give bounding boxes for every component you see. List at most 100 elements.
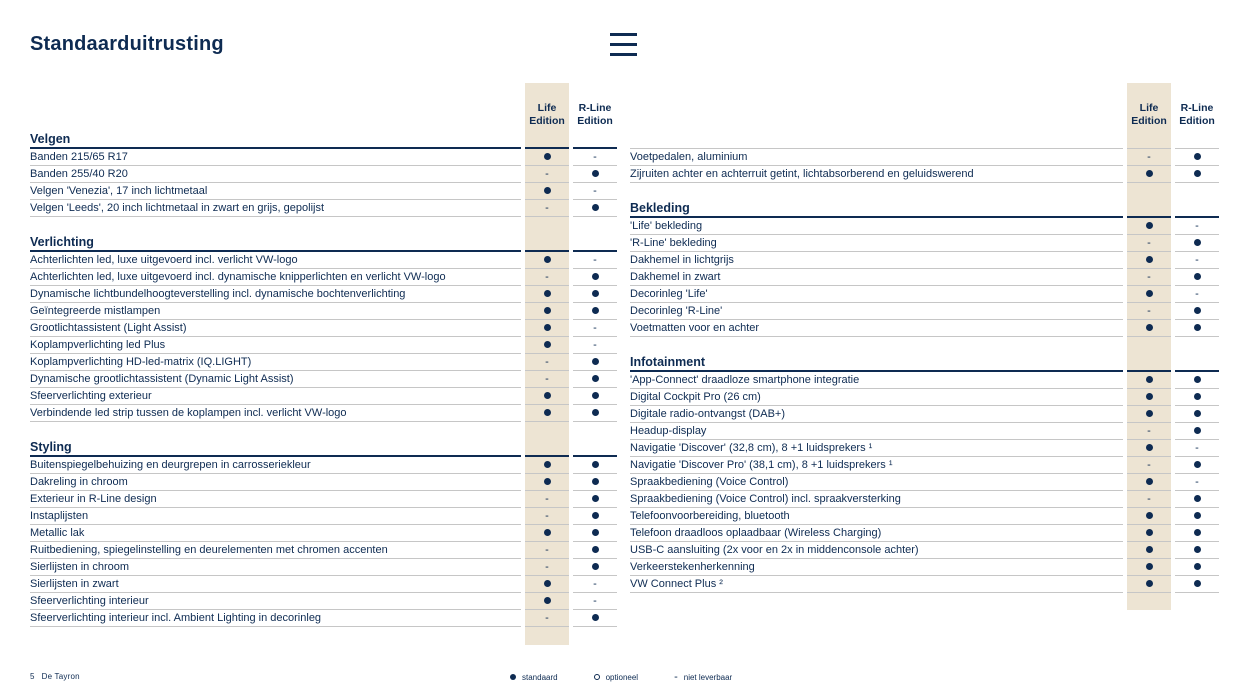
rline-edition-value [573, 388, 617, 405]
life-edition-value: - [525, 269, 569, 286]
standard-dot-icon [591, 613, 599, 621]
standard-dot-icon [1193, 272, 1201, 280]
not-available-dash-icon: - [593, 185, 597, 197]
table-row: Dynamische lichtbundelhoogteverstelling … [30, 286, 617, 303]
life-edition-value [525, 303, 569, 320]
table-row: Koplampverlichting HD-led-matrix (IQ.LIG… [30, 354, 617, 371]
rline-edition-value [573, 474, 617, 491]
section-header-row: Bekleding [630, 201, 1219, 218]
feature-label: Digital Cockpit Pro (26 cm) [630, 389, 1123, 406]
standard-dot-icon [591, 306, 599, 314]
feature-label: Achterlichten led, luxe uitgevoerd incl.… [30, 269, 521, 286]
table-row: Dakhemel in lichtgrijs - [630, 252, 1219, 269]
feature-label: Headup-display [630, 423, 1123, 440]
table-row: Verkeerstekenherkenning [630, 559, 1219, 576]
feature-label: Banden 255/40 R20 [30, 166, 521, 183]
not-available-dash-icon: - [545, 544, 549, 556]
life-edition-value [525, 525, 569, 542]
life-edition-value [1127, 406, 1171, 423]
not-available-dash-icon: - [545, 612, 549, 624]
table-row: Velgen 'Venezia', 17 inch lichtmetaal - [30, 183, 617, 200]
feature-label: Verbindende led strip tussen de koplampe… [30, 405, 521, 422]
life-edition-value [525, 457, 569, 474]
feature-label: Voetpedalen, aluminium [630, 149, 1123, 166]
column-header-rline-edition: R-Line Edition [577, 101, 613, 127]
section-title: Bekleding [630, 201, 1123, 218]
feature-label: Navigatie 'Discover' (32,8 cm), 8 +1 lui… [630, 440, 1123, 457]
equipment-tables: Life Edition R-Line Edition Velgen Banden… [30, 83, 1219, 645]
legend-label: niet leverbaar [683, 672, 733, 682]
standard-dot-icon [1145, 545, 1153, 553]
equipment-section: Infotainment 'App-Connect' draadloze smar… [630, 355, 1219, 593]
rline-edition-value [1175, 320, 1219, 337]
standard-dot-icon [1145, 579, 1153, 587]
rline-edition-value [573, 559, 617, 576]
rline-edition-value: - [573, 252, 617, 269]
feature-label: Sfeerverlichting interieur incl. Ambient… [30, 610, 521, 627]
life-edition-value: - [1127, 423, 1171, 440]
life-edition-value: - [1127, 491, 1171, 508]
rline-edition-value: - [573, 593, 617, 610]
life-edition-value [525, 593, 569, 610]
menu-bar [610, 33, 637, 36]
life-edition-value [1127, 320, 1171, 337]
section-header-row: Styling [30, 440, 617, 457]
standard-dot-icon [1145, 392, 1153, 400]
rline-edition-value [1175, 542, 1219, 559]
standard-dot-icon [1193, 306, 1201, 314]
not-available-dash-icon: - [593, 254, 597, 266]
hamburger-menu-icon[interactable] [610, 31, 637, 56]
not-available-dash-icon: - [545, 202, 549, 214]
equipment-section: Voetpedalen, aluminium - Zijruiten achter … [630, 132, 1219, 183]
table-row: Geïntegreerde mistlampen [30, 303, 617, 320]
standard-dot-icon [1193, 579, 1201, 587]
life-edition-value [525, 252, 569, 269]
feature-label: Exterieur in R-Line design [30, 491, 521, 508]
standard-dot-icon [591, 391, 599, 399]
rline-edition-value [1175, 457, 1219, 474]
table-row: 'App-Connect' draadloze smartphone integ… [630, 372, 1219, 389]
rline-edition-value [573, 457, 617, 474]
standard-dot-icon [1145, 477, 1153, 485]
feature-label: Dakhemel in zwart [630, 269, 1123, 286]
life-edition-value: - [525, 610, 569, 627]
feature-label: Sfeerverlichting interieur [30, 593, 521, 610]
not-available-dash-icon: - [1147, 237, 1151, 249]
standard-dot-icon [591, 203, 599, 211]
section-header-row: Velgen [30, 132, 617, 149]
document-title: De Tayron [41, 672, 80, 681]
rline-edition-value: - [1175, 252, 1219, 269]
life-edition-value [1127, 286, 1171, 303]
legend-label: optioneel [605, 672, 639, 682]
life-edition-value: - [525, 559, 569, 576]
life-edition-value: - [1127, 457, 1171, 474]
column-header-life-edition: Life Edition [529, 101, 565, 127]
life-edition-value [1127, 218, 1171, 235]
life-edition-value [1127, 252, 1171, 269]
table-row: Zijruiten achter en achterruit getint, l… [630, 166, 1219, 183]
standard-dot-icon [1193, 426, 1201, 434]
standard-dot-icon [591, 408, 599, 416]
not-available-dash-icon: - [1147, 459, 1151, 471]
life-edition-value [1127, 372, 1171, 389]
rline-edition-value [1175, 303, 1219, 320]
life-edition-value [1127, 559, 1171, 576]
rline-edition-value [1175, 372, 1219, 389]
life-edition-value: - [525, 200, 569, 217]
standard-dot-icon [1193, 169, 1201, 177]
table-row: Grootlichtassistent (Light Assist) - [30, 320, 617, 337]
standard-dot-icon [543, 391, 551, 399]
rline-edition-value: - [573, 576, 617, 593]
rline-edition-value [1175, 269, 1219, 286]
rline-edition-value [1175, 389, 1219, 406]
table-row: Sfeerverlichting interieur incl. Ambient… [30, 610, 617, 627]
life-edition-value: - [1127, 149, 1171, 166]
feature-label: VW Connect Plus ² [630, 576, 1123, 593]
section-title: Velgen [30, 132, 521, 149]
standard-dot-icon [543, 596, 551, 604]
table-row: Spraakbediening (Voice Control) - [630, 474, 1219, 491]
life-edition-value: - [525, 542, 569, 559]
standard-dot-icon [591, 511, 599, 519]
feature-label: Sfeerverlichting exterieur [30, 388, 521, 405]
life-edition-value [1127, 389, 1171, 406]
